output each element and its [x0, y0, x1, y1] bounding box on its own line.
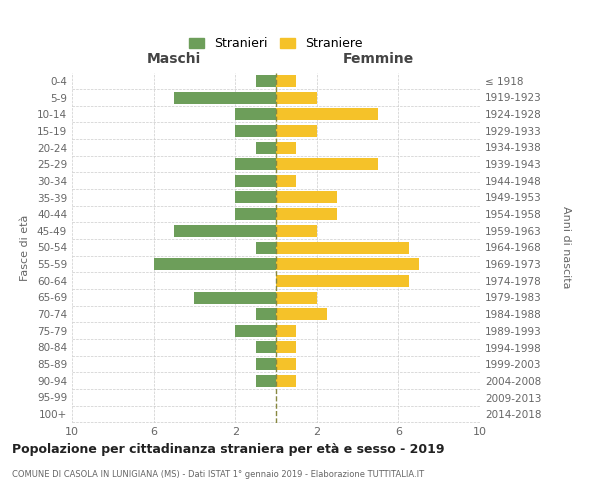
Bar — [276, 158, 378, 170]
Bar — [154, 258, 276, 270]
Bar — [256, 142, 276, 154]
Bar — [276, 175, 296, 187]
Text: COMUNE DI CASOLA IN LUNIGIANA (MS) - Dati ISTAT 1° gennaio 2019 - Elaborazione T: COMUNE DI CASOLA IN LUNIGIANA (MS) - Dat… — [12, 470, 424, 479]
Bar — [235, 125, 276, 137]
Bar — [276, 275, 409, 287]
Bar — [276, 142, 296, 154]
Bar — [276, 308, 327, 320]
Bar — [276, 358, 296, 370]
Bar — [276, 208, 337, 220]
Legend: Stranieri, Straniere: Stranieri, Straniere — [185, 33, 367, 54]
Bar — [256, 358, 276, 370]
Bar — [256, 375, 276, 387]
Bar — [235, 158, 276, 170]
Bar — [276, 375, 296, 387]
Bar — [256, 242, 276, 254]
Bar — [235, 208, 276, 220]
Bar — [276, 292, 317, 304]
Bar — [235, 325, 276, 337]
Bar — [276, 325, 296, 337]
Bar — [256, 342, 276, 353]
Bar — [276, 125, 317, 137]
Bar — [174, 225, 276, 237]
Bar — [256, 308, 276, 320]
Bar — [235, 108, 276, 120]
Y-axis label: Fasce di età: Fasce di età — [20, 214, 30, 280]
Y-axis label: Anni di nascita: Anni di nascita — [561, 206, 571, 288]
Bar — [276, 225, 317, 237]
Bar — [174, 92, 276, 104]
Text: Femmine: Femmine — [343, 52, 413, 66]
Text: Popolazione per cittadinanza straniera per età e sesso - 2019: Popolazione per cittadinanza straniera p… — [12, 442, 445, 456]
Bar — [276, 108, 378, 120]
Bar — [256, 75, 276, 87]
Bar — [276, 92, 317, 104]
Bar — [194, 292, 276, 304]
Bar — [276, 342, 296, 353]
Bar — [276, 258, 419, 270]
Bar — [276, 75, 296, 87]
Text: Maschi: Maschi — [147, 52, 201, 66]
Bar — [235, 175, 276, 187]
Bar — [276, 192, 337, 203]
Bar — [276, 242, 409, 254]
Bar — [235, 192, 276, 203]
